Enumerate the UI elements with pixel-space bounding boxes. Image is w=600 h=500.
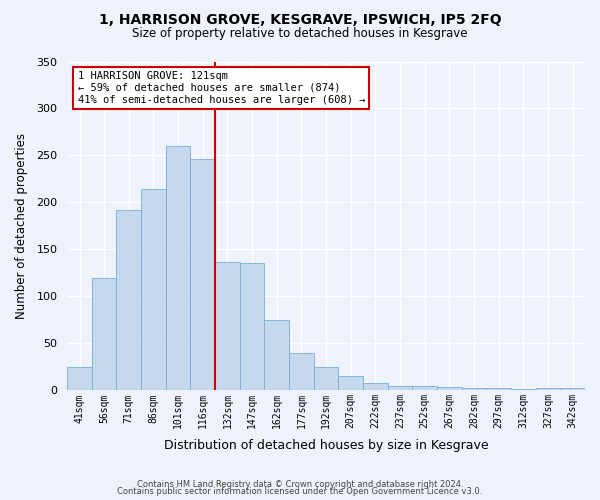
Bar (338, 376, 363, 390)
Bar (289, 353, 314, 391)
Bar (487, 388, 511, 390)
X-axis label: Distribution of detached houses by size in Kesgrave: Distribution of detached houses by size … (164, 440, 488, 452)
Bar (437, 386, 462, 390)
Bar (116, 210, 141, 390)
Bar (166, 146, 190, 390)
Y-axis label: Number of detached properties: Number of detached properties (15, 133, 28, 319)
Bar (240, 262, 265, 390)
Bar (462, 388, 487, 390)
Bar (412, 386, 437, 390)
Bar (92, 278, 116, 390)
Bar (363, 383, 388, 390)
Bar (215, 262, 240, 390)
Bar (265, 320, 289, 390)
Text: 1, HARRISON GROVE, KESGRAVE, IPSWICH, IP5 2FQ: 1, HARRISON GROVE, KESGRAVE, IPSWICH, IP… (98, 12, 502, 26)
Bar (314, 367, 338, 390)
Bar (67, 367, 92, 390)
Bar (388, 386, 412, 390)
Text: Contains public sector information licensed under the Open Government Licence v3: Contains public sector information licen… (118, 487, 482, 496)
Bar (536, 388, 560, 390)
Text: 1 HARRISON GROVE: 121sqm
← 59% of detached houses are smaller (874)
41% of semi-: 1 HARRISON GROVE: 121sqm ← 59% of detach… (77, 72, 365, 104)
Bar (560, 388, 585, 390)
Text: Size of property relative to detached houses in Kesgrave: Size of property relative to detached ho… (132, 28, 468, 40)
Text: Contains HM Land Registry data © Crown copyright and database right 2024.: Contains HM Land Registry data © Crown c… (137, 480, 463, 489)
Bar (190, 159, 215, 390)
Bar (141, 190, 166, 390)
